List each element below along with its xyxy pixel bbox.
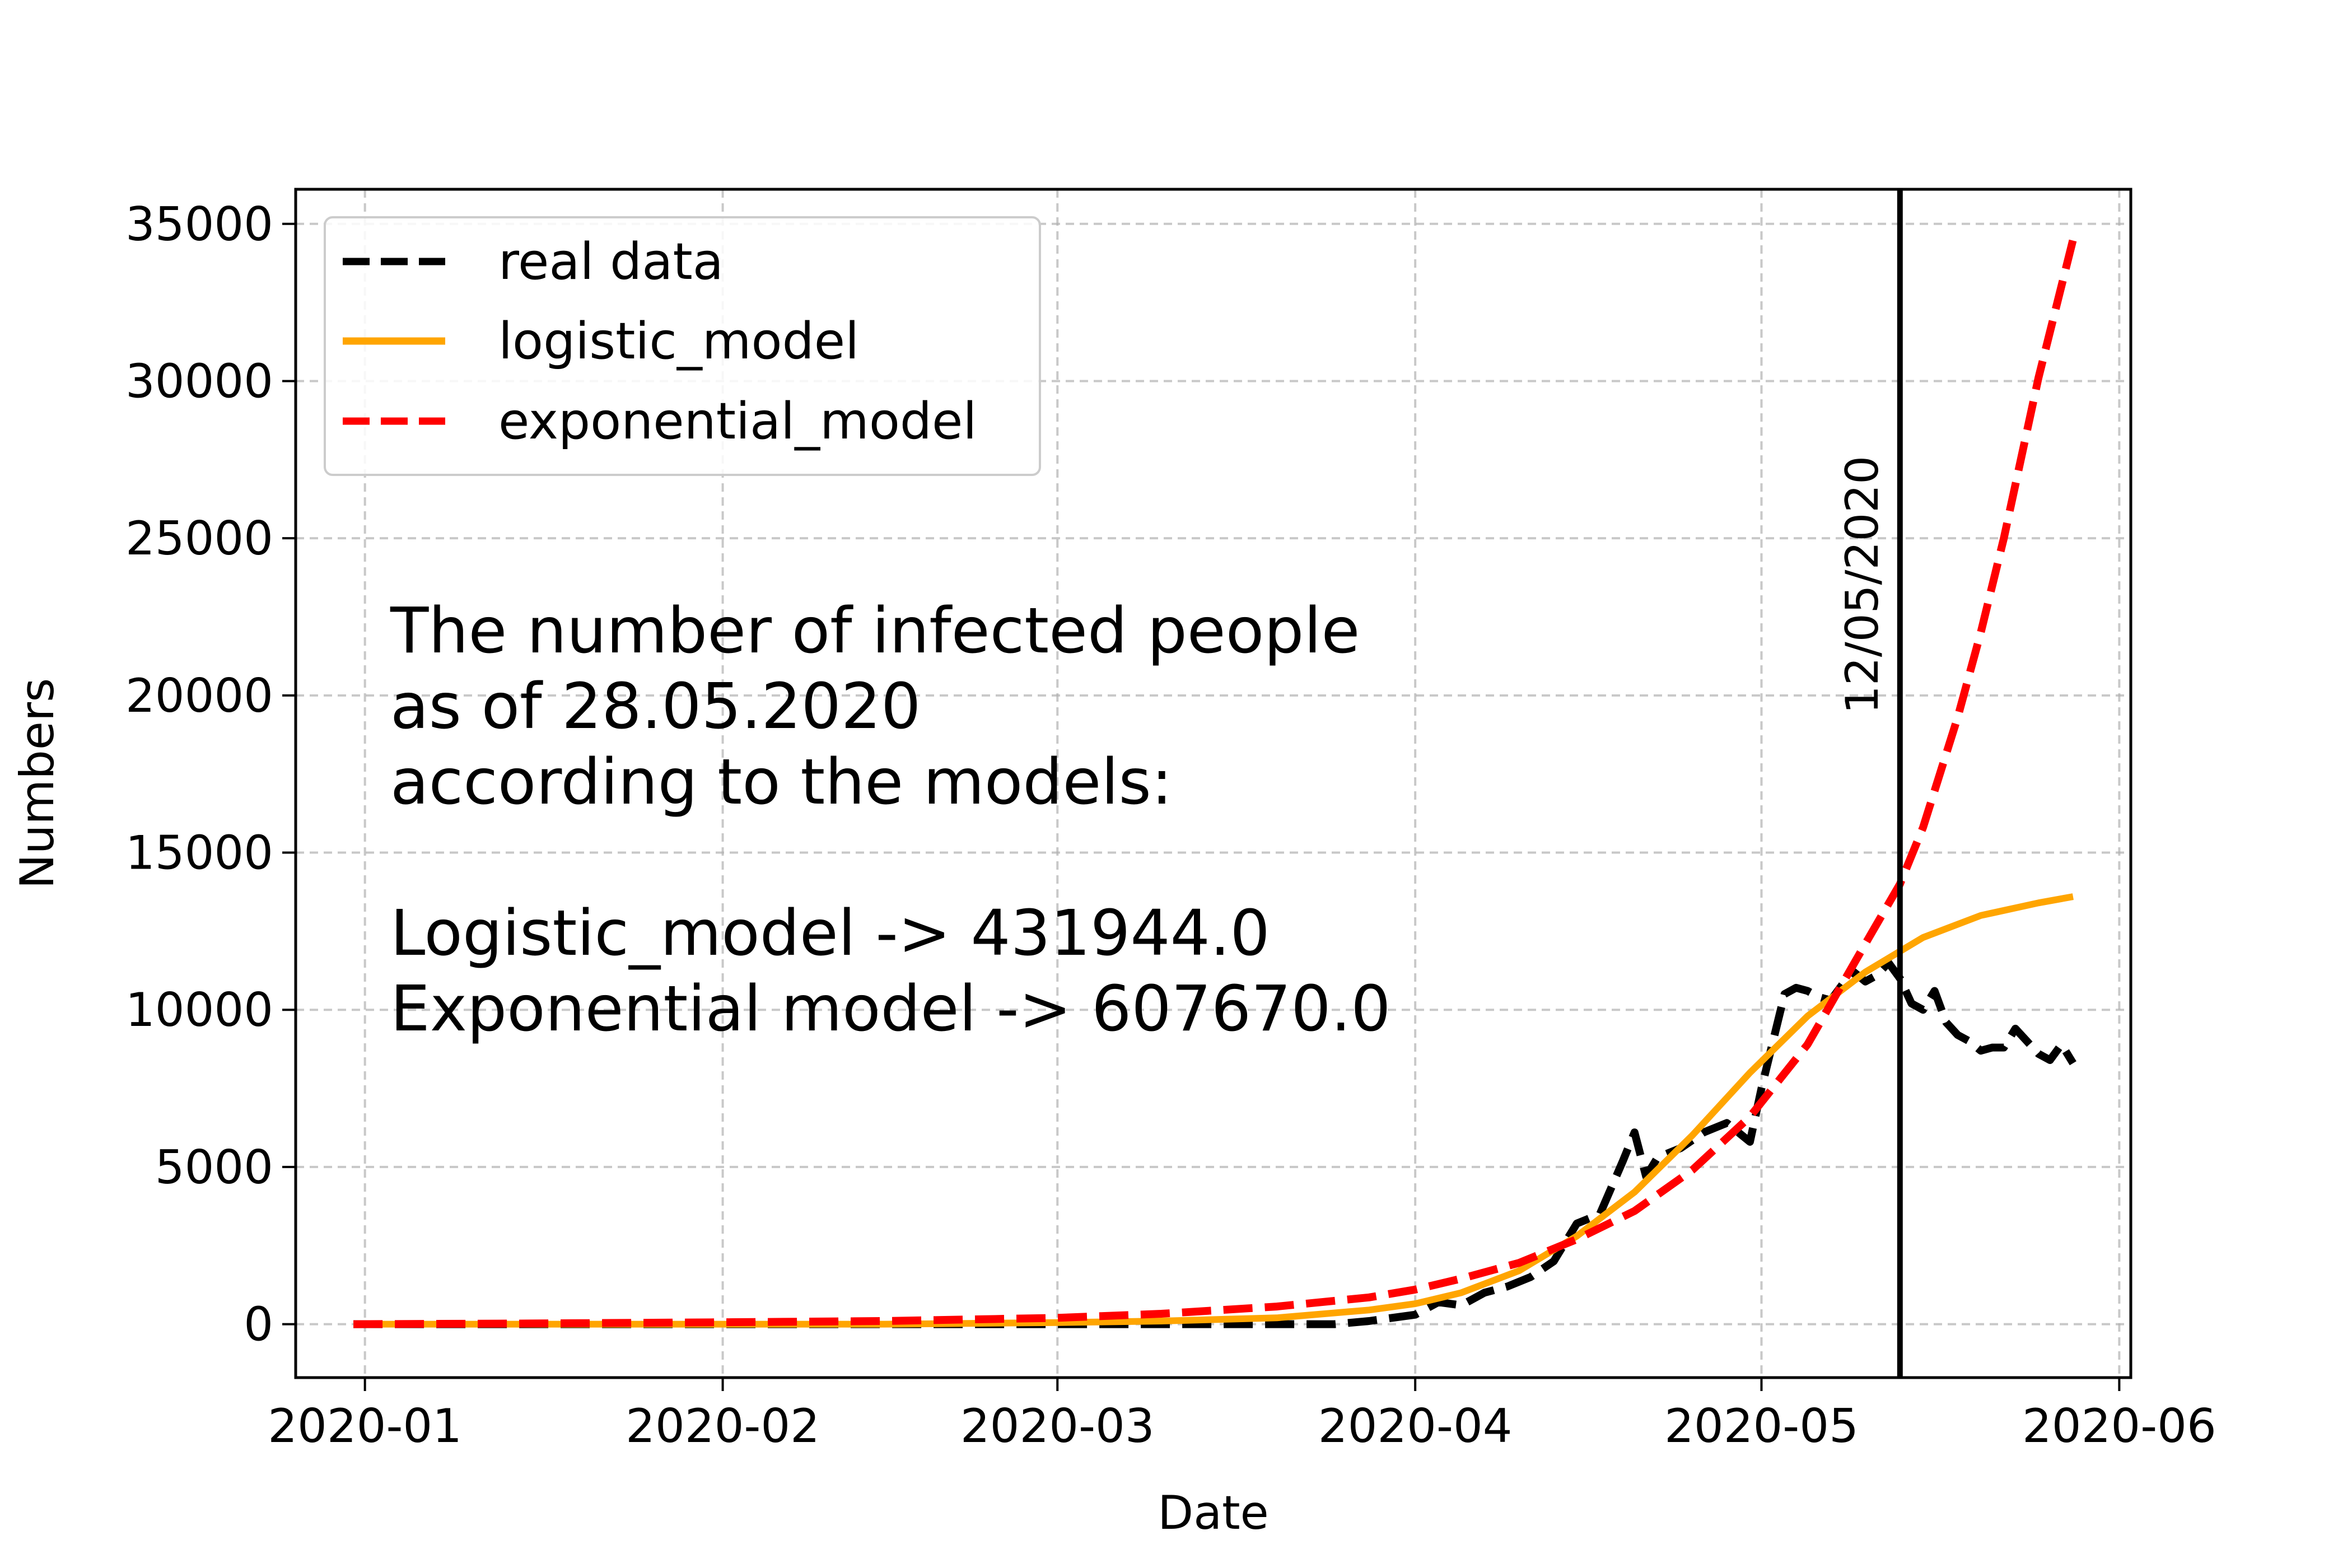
y-tick-label: 10000 bbox=[125, 983, 273, 1037]
x-axis-label: Date bbox=[1158, 1486, 1268, 1540]
y-tick-label: 0 bbox=[244, 1298, 273, 1352]
series-exponential-model bbox=[353, 239, 2077, 1328]
annotation-line-5: Logistic_model -> 431944.0 bbox=[390, 897, 1270, 970]
vertical-marker: 12/05/2020 bbox=[1836, 189, 1903, 1378]
legend-box bbox=[324, 216, 1041, 476]
y-tick-label: 5000 bbox=[155, 1140, 273, 1194]
x-tick-label: 2020-02 bbox=[626, 1399, 820, 1453]
plot-series bbox=[353, 239, 2077, 1328]
x-tick-label: 2020-01 bbox=[268, 1399, 462, 1453]
y-tick-label: 30000 bbox=[125, 354, 273, 408]
series-real-data bbox=[353, 959, 2076, 1328]
y-tick-label: 35000 bbox=[125, 197, 273, 251]
legend-label-logistic-model: logistic_model bbox=[498, 312, 859, 371]
x-tick-label: 2020-06 bbox=[2022, 1399, 2216, 1453]
y-tick-label: 25000 bbox=[125, 511, 273, 566]
legend-label-exponential-model: exponential_model bbox=[498, 392, 977, 451]
annotation-line-6: Exponential model -> 607670.0 bbox=[390, 973, 1391, 1046]
annotation-line-3: according to the models: bbox=[390, 746, 1173, 819]
vertical-marker-label: 12/05/2020 bbox=[1836, 456, 1888, 714]
axes-frame bbox=[294, 188, 2132, 1379]
y-axis-label: Numbers bbox=[10, 678, 64, 889]
x-tick-label: 2020-04 bbox=[1318, 1399, 1513, 1453]
x-tick-label: 2020-03 bbox=[960, 1399, 1155, 1453]
annotation-line-2: as of 28.05.2020 bbox=[390, 670, 921, 743]
legend: real data logistic_model exponential_mod… bbox=[324, 216, 1041, 476]
annotation-line-1: The number of infected people bbox=[390, 595, 1360, 668]
legend-label-real-data: real data bbox=[498, 232, 724, 291]
annotation: The number of infected people as of 28.0… bbox=[390, 595, 1391, 1046]
x-tick-label: 2020-05 bbox=[1664, 1399, 1859, 1453]
y-tick-label: 20000 bbox=[125, 669, 273, 723]
y-tick-label: 15000 bbox=[125, 826, 273, 880]
axis-ticks: 2020-01 2020-02 2020-03 2020-04 2020-05 2020-… bbox=[125, 197, 2216, 1453]
